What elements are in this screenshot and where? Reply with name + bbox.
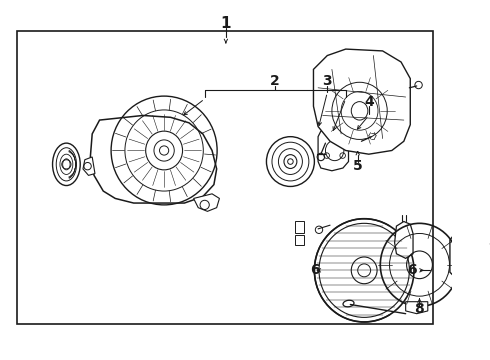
- Text: 8: 8: [415, 302, 424, 316]
- Polygon shape: [295, 235, 304, 244]
- Text: 5: 5: [353, 159, 363, 173]
- Text: 2: 2: [270, 75, 280, 88]
- Polygon shape: [318, 129, 348, 171]
- Polygon shape: [394, 221, 413, 258]
- Polygon shape: [90, 116, 217, 203]
- Text: 1: 1: [220, 16, 231, 31]
- Text: 6: 6: [407, 264, 416, 277]
- Text: 7: 7: [489, 242, 490, 256]
- Bar: [17, 31, 433, 324]
- Text: 6: 6: [311, 264, 320, 277]
- Polygon shape: [406, 302, 428, 314]
- Polygon shape: [314, 49, 410, 154]
- Text: 3: 3: [322, 75, 332, 88]
- Polygon shape: [194, 194, 220, 211]
- Polygon shape: [450, 235, 483, 276]
- Polygon shape: [83, 157, 95, 175]
- Polygon shape: [295, 221, 304, 234]
- Text: 4: 4: [364, 95, 374, 109]
